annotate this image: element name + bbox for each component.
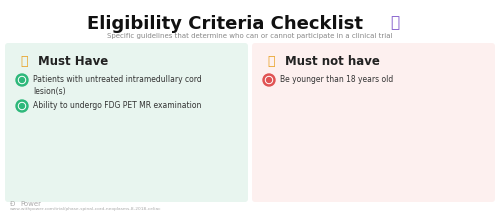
Circle shape (16, 100, 28, 112)
Circle shape (18, 77, 26, 84)
Text: Be younger than 18 years old: Be younger than 18 years old (280, 75, 393, 84)
Text: Must not have: Must not have (285, 55, 380, 68)
Circle shape (20, 77, 24, 83)
Circle shape (266, 77, 272, 84)
Text: www.withpower.com/trial/phase-spinal-cord-neoplasms-8-2018-celiac: www.withpower.com/trial/phase-spinal-cor… (10, 207, 162, 211)
Circle shape (16, 74, 28, 86)
Text: 📋: 📋 (390, 15, 399, 30)
FancyBboxPatch shape (252, 43, 495, 202)
Text: Patients with untreated intramedullary cord
lesion(s): Patients with untreated intramedullary c… (33, 75, 202, 96)
Text: Specific guidelines that determine who can or cannot participate in a clinical t: Specific guidelines that determine who c… (107, 33, 393, 39)
Text: 👎: 👎 (267, 55, 274, 68)
Circle shape (263, 74, 275, 86)
Text: 👍: 👍 (20, 55, 28, 68)
Text: Ability to undergo FDG PET MR examination: Ability to undergo FDG PET MR examinatio… (33, 101, 202, 110)
Text: Ð: Ð (10, 201, 16, 207)
Circle shape (266, 77, 272, 83)
Circle shape (18, 103, 26, 110)
Circle shape (20, 104, 24, 108)
Text: Must Have: Must Have (38, 55, 108, 68)
Text: Eligibility Criteria Checklist: Eligibility Criteria Checklist (87, 15, 363, 33)
Text: Power: Power (20, 201, 41, 207)
FancyBboxPatch shape (5, 43, 248, 202)
